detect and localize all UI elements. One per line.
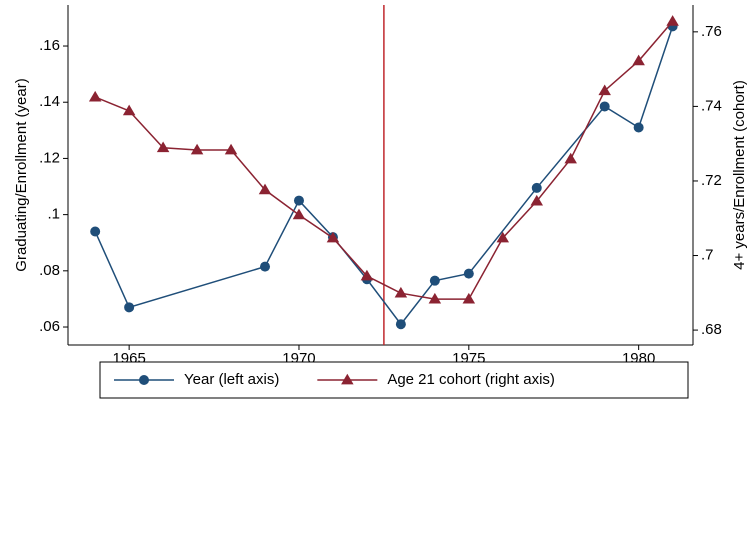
data-point bbox=[292, 208, 306, 220]
data-point bbox=[599, 101, 610, 112]
data-point bbox=[156, 141, 170, 153]
y2-tick-label: .76 bbox=[701, 23, 722, 40]
data-point bbox=[326, 231, 340, 243]
y-tick-label: .12 bbox=[39, 149, 60, 166]
data-point bbox=[124, 302, 135, 313]
data-point bbox=[463, 268, 474, 279]
data-point bbox=[394, 286, 408, 298]
legend-label: Year (left axis) bbox=[184, 371, 279, 388]
y-tick-label: .06 bbox=[39, 318, 60, 335]
data-point bbox=[530, 194, 543, 206]
y-axis-label: Graduating/Enrollment (year) bbox=[13, 78, 30, 271]
data-point bbox=[260, 261, 271, 272]
data-point bbox=[360, 269, 374, 281]
y-tick-label: .14 bbox=[39, 93, 60, 110]
data-point bbox=[88, 90, 102, 102]
data-point bbox=[462, 292, 476, 304]
data-point bbox=[496, 231, 510, 243]
y-tick-label: .08 bbox=[39, 262, 60, 279]
legend-label: Age 21 cohort (right axis) bbox=[387, 371, 555, 388]
data-point bbox=[190, 143, 204, 155]
legend-marker bbox=[341, 373, 354, 385]
y2-tick-label: .7 bbox=[701, 246, 714, 263]
data-point bbox=[633, 122, 644, 133]
y2-axis-label: 4+ years/Enrollment (cohort) bbox=[731, 80, 748, 270]
data-point bbox=[122, 104, 136, 116]
legend-box bbox=[99, 361, 689, 399]
data-point bbox=[224, 143, 238, 155]
y2-tick-label: .72 bbox=[701, 172, 722, 189]
legend-marker bbox=[139, 375, 149, 385]
data-point bbox=[258, 183, 272, 195]
y-tick-label: .16 bbox=[39, 37, 60, 54]
data-point bbox=[293, 195, 304, 206]
data-point bbox=[429, 275, 440, 286]
data-point bbox=[428, 292, 442, 304]
data-point bbox=[395, 319, 406, 330]
data-point bbox=[531, 182, 542, 193]
data-point bbox=[632, 54, 645, 66]
data-point bbox=[666, 15, 679, 26]
data-point bbox=[564, 152, 577, 164]
data-point bbox=[598, 84, 611, 96]
series-line bbox=[94, 20, 674, 300]
y2-tick-label: .68 bbox=[701, 321, 722, 338]
y-tick-label: .1 bbox=[47, 206, 60, 223]
data-point bbox=[90, 226, 101, 237]
y2-tick-label: .74 bbox=[701, 97, 722, 114]
